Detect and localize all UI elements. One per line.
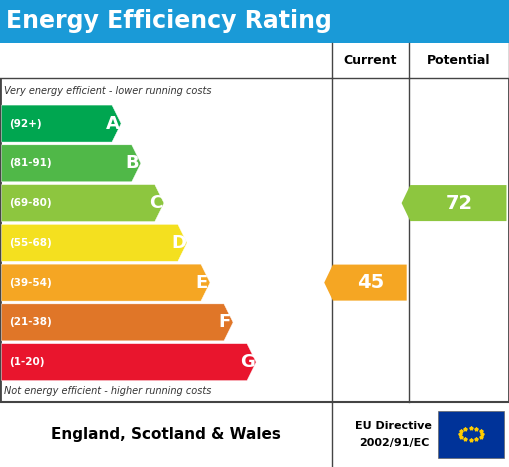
Text: A: A [106, 114, 120, 133]
Text: Not energy efficient - higher running costs: Not energy efficient - higher running co… [4, 386, 211, 396]
Text: (81-91): (81-91) [9, 158, 52, 168]
Polygon shape [2, 344, 256, 381]
Text: (69-80): (69-80) [9, 198, 52, 208]
Text: (92+): (92+) [9, 119, 42, 128]
Polygon shape [2, 145, 141, 182]
Polygon shape [324, 265, 407, 301]
Text: 45: 45 [357, 273, 384, 292]
Text: E: E [195, 274, 208, 291]
Polygon shape [2, 304, 233, 341]
Text: Potential: Potential [428, 54, 491, 67]
Text: 2002/91/EC: 2002/91/EC [359, 438, 429, 448]
Text: D: D [171, 234, 186, 252]
Bar [438, 411, 504, 458]
Bar [0, 0, 509, 43]
Text: 72: 72 [445, 194, 473, 212]
Text: Very energy efficient - lower running costs: Very energy efficient - lower running co… [4, 85, 212, 96]
Text: EU Directive: EU Directive [355, 421, 432, 431]
Text: Current: Current [344, 54, 398, 67]
Text: G: G [240, 353, 256, 371]
Polygon shape [402, 185, 506, 221]
Polygon shape [2, 224, 187, 262]
Text: (55-68): (55-68) [9, 238, 52, 248]
Text: (39-54): (39-54) [9, 277, 52, 288]
Text: (21-38): (21-38) [9, 318, 52, 327]
Text: C: C [149, 194, 162, 212]
Text: Energy Efficiency Rating: Energy Efficiency Rating [6, 9, 332, 34]
Text: F: F [219, 313, 231, 332]
Polygon shape [2, 105, 121, 142]
Text: (1-20): (1-20) [9, 357, 45, 367]
Polygon shape [2, 264, 210, 301]
Bar [0, 43, 509, 78]
Polygon shape [2, 184, 164, 221]
Text: England, Scotland & Wales: England, Scotland & Wales [51, 427, 281, 442]
Text: B: B [126, 154, 139, 172]
Bar [0, 402, 509, 467]
